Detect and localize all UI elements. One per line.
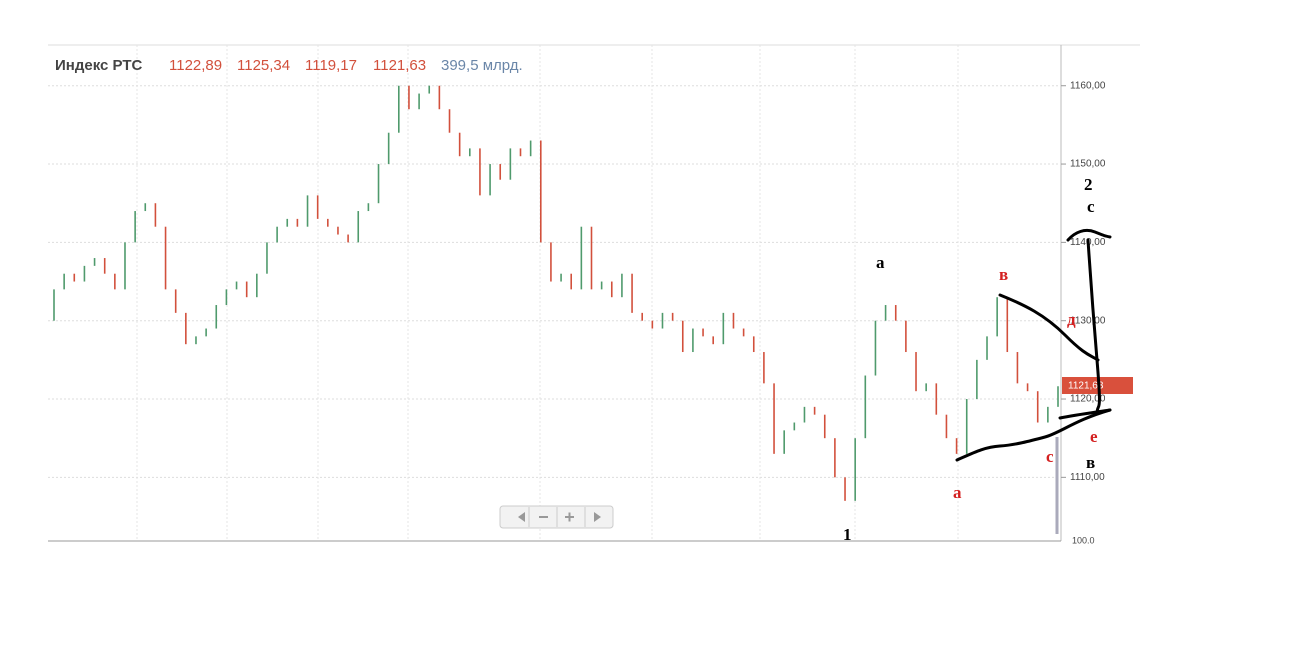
y-tick-label: 1150,00	[1070, 159, 1106, 170]
annotation: a	[876, 253, 885, 272]
grid: 1110,001120,001130,001140,001150,001160,…	[48, 45, 1106, 541]
annotation: c	[1087, 197, 1095, 216]
annotation: c	[1046, 447, 1054, 466]
chart-frame	[48, 45, 1140, 545]
hand-line	[1066, 228, 1112, 242]
y-tick-label: 1160,00	[1070, 80, 1106, 91]
hand-line	[1086, 238, 1101, 415]
annotation: a	[953, 483, 962, 502]
hand-line	[1058, 408, 1112, 420]
navigator-buttons	[499, 505, 614, 529]
scroll-left-button[interactable]	[518, 512, 525, 522]
annotations: a в д 2 c e c в a 1	[843, 175, 1098, 544]
annotation: д	[1067, 310, 1076, 329]
hand-drawing	[955, 228, 1112, 462]
hand-line	[998, 293, 1100, 362]
high-value: 1125,34	[237, 57, 290, 74]
zoom-in-button[interactable]	[565, 512, 574, 522]
low-value: 1119,17	[305, 57, 357, 74]
chart-title: Индекс РТС	[55, 57, 142, 74]
annotation: 1	[843, 525, 852, 544]
y-tick-label: 1130,00	[1070, 315, 1106, 326]
y-tick-label: 1120,00	[1070, 394, 1106, 405]
navigator-label: 100.0	[1072, 535, 1095, 545]
volume: 399,5 млрд.	[441, 57, 523, 74]
last-price-label: 1121,63	[1068, 381, 1104, 392]
annotation: в	[999, 265, 1008, 284]
close-value: 1121,63	[373, 57, 426, 74]
bars	[53, 85, 1059, 501]
open-value: 1122,89	[169, 57, 222, 74]
scroll-right-button[interactable]	[594, 512, 601, 522]
annotation: в	[1086, 453, 1095, 472]
annotation: 2	[1084, 175, 1093, 194]
hand-line	[955, 408, 1112, 462]
annotation: e	[1090, 427, 1098, 446]
y-tick-label: 1110,00	[1070, 472, 1105, 483]
